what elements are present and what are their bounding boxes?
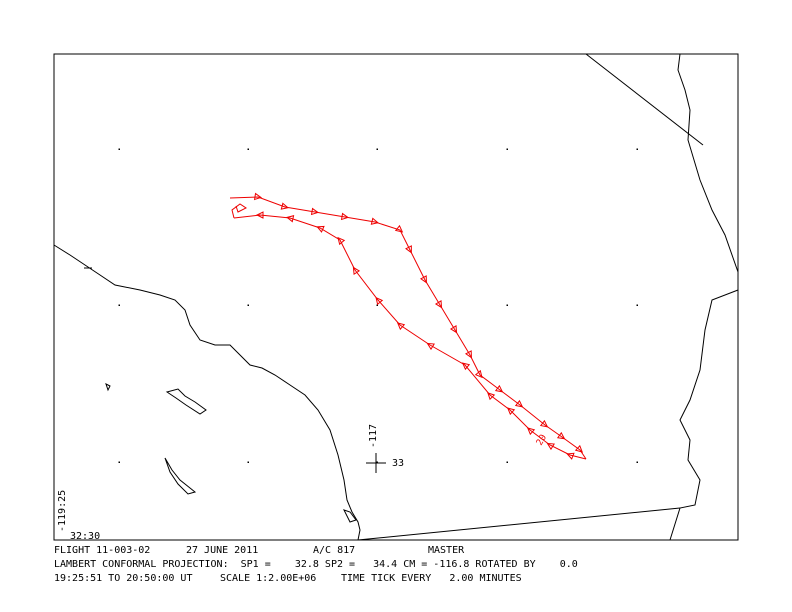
time-tick [255, 211, 264, 219]
time-tick [556, 431, 566, 440]
time-tick [526, 427, 536, 436]
grid-dot [636, 461, 638, 463]
grid-dot [636, 148, 638, 150]
time-tick [449, 325, 458, 334]
time-tick [464, 350, 472, 359]
time-tick [434, 300, 443, 309]
time-tick [461, 362, 471, 371]
grid-dot [506, 461, 508, 463]
time-tick [405, 245, 412, 254]
grid-dot [636, 304, 638, 306]
time-tick [310, 207, 320, 216]
borders [357, 53, 739, 541]
time-tick [316, 225, 325, 233]
time-tick [506, 407, 516, 416]
time-tick [487, 392, 496, 401]
time-tick [574, 444, 584, 453]
grid-dot [247, 148, 249, 150]
footer: FLIGHT 11-003-02 27 JUNE 2011 A/C 817 MA… [54, 545, 578, 584]
time-tick [546, 442, 555, 451]
time-tick [394, 224, 404, 233]
time-tick [474, 369, 483, 379]
time-tick [426, 342, 435, 351]
footer-text: SCALE 1:2.00E+06 [220, 573, 316, 584]
grid-dot [118, 148, 120, 150]
time-tick [340, 212, 350, 221]
time-tick [494, 384, 504, 393]
grid-dots [118, 148, 638, 463]
time-tick [280, 202, 289, 210]
time-tick [370, 217, 380, 225]
grid-dot [376, 148, 378, 150]
time-tick [285, 215, 295, 223]
grid-dot [376, 461, 378, 463]
track-line [231, 203, 247, 219]
coastline [53, 244, 361, 541]
lat-label: 32:30 [70, 531, 100, 542]
lat-label: 33 [392, 458, 404, 469]
time-tick [396, 322, 406, 331]
track-line [233, 214, 587, 460]
center-cross [366, 453, 386, 473]
flight-track [229, 192, 587, 460]
grid-dot [118, 304, 120, 306]
grid-dot [247, 461, 249, 463]
time-tick [375, 296, 384, 306]
grid-dot [376, 304, 378, 306]
footer-text: FLIGHT 11-003-02 [54, 545, 150, 556]
time-tick [352, 266, 361, 275]
grid-dot [118, 461, 120, 463]
time-tick [514, 399, 524, 408]
grid-dot [506, 304, 508, 306]
footer-text: 19:25:51 TO 20:50:00 UT [54, 573, 192, 584]
footer-text: MASTER [428, 545, 465, 556]
footer-text: TIME TICK EVERY 2.00 MINUTES [341, 573, 522, 584]
time-tick [253, 192, 263, 201]
lon-label: -119:25 [57, 490, 68, 532]
grid-dot [506, 148, 508, 150]
time-tick [539, 419, 549, 428]
footer-text: A/C 817 [313, 545, 355, 556]
footer-text: LAMBERT CONFORMAL PROJECTION: SP1 = 32.8… [54, 559, 578, 570]
footer-text: 27 JUNE 2011 [186, 545, 258, 556]
track-time-label: 20 [535, 433, 549, 447]
grid-dot [247, 304, 249, 306]
time-tick [337, 236, 346, 246]
lon-label: -117 [368, 424, 379, 448]
time-tick [419, 275, 427, 284]
track-line [229, 196, 587, 460]
map-frame [53, 53, 739, 541]
time-tick [566, 452, 575, 460]
